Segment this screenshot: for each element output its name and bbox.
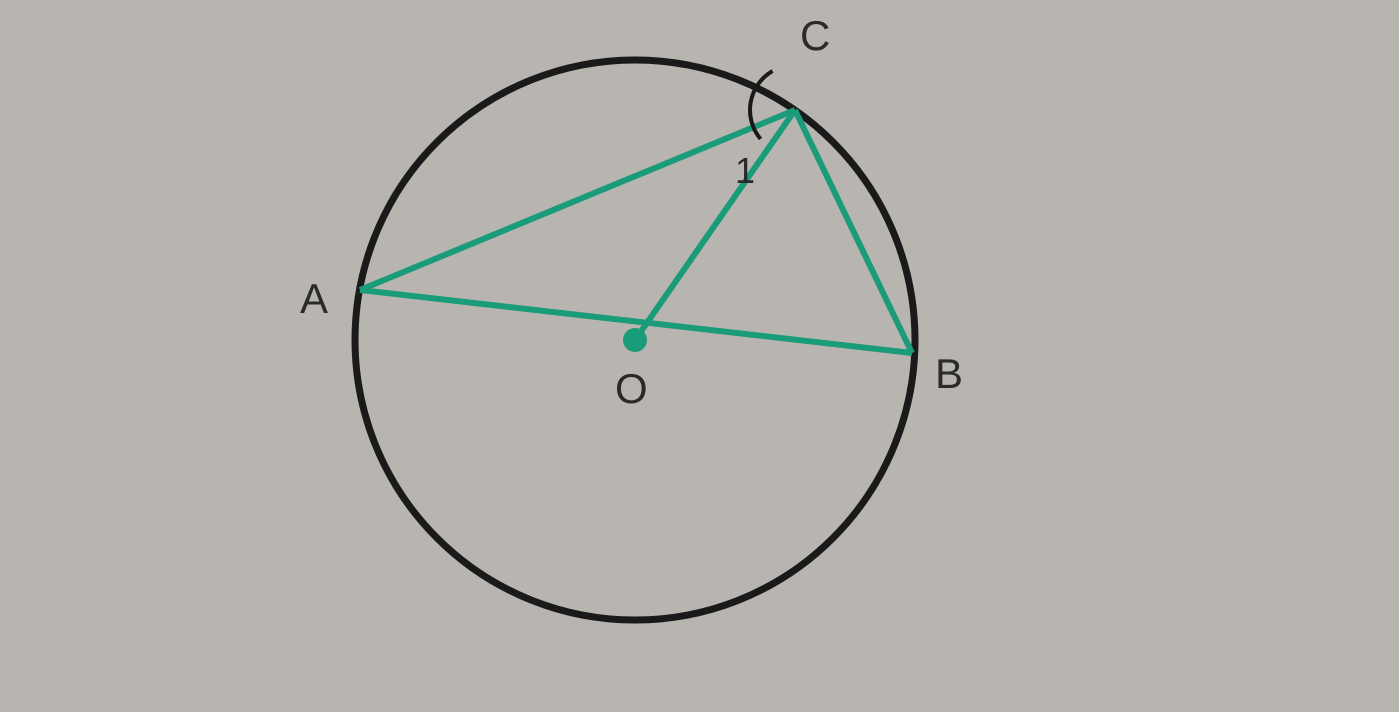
center-dot <box>623 328 647 352</box>
diagram-svg <box>0 0 1399 712</box>
angle-arc-1 <box>750 71 772 139</box>
label-O: O <box>615 365 648 413</box>
label-A: A <box>300 275 328 323</box>
geometry-diagram: A B C O 1 <box>0 0 1399 712</box>
label-C: C <box>800 12 830 60</box>
label-angle-1: 1 <box>735 150 755 192</box>
label-B: B <box>935 350 963 398</box>
